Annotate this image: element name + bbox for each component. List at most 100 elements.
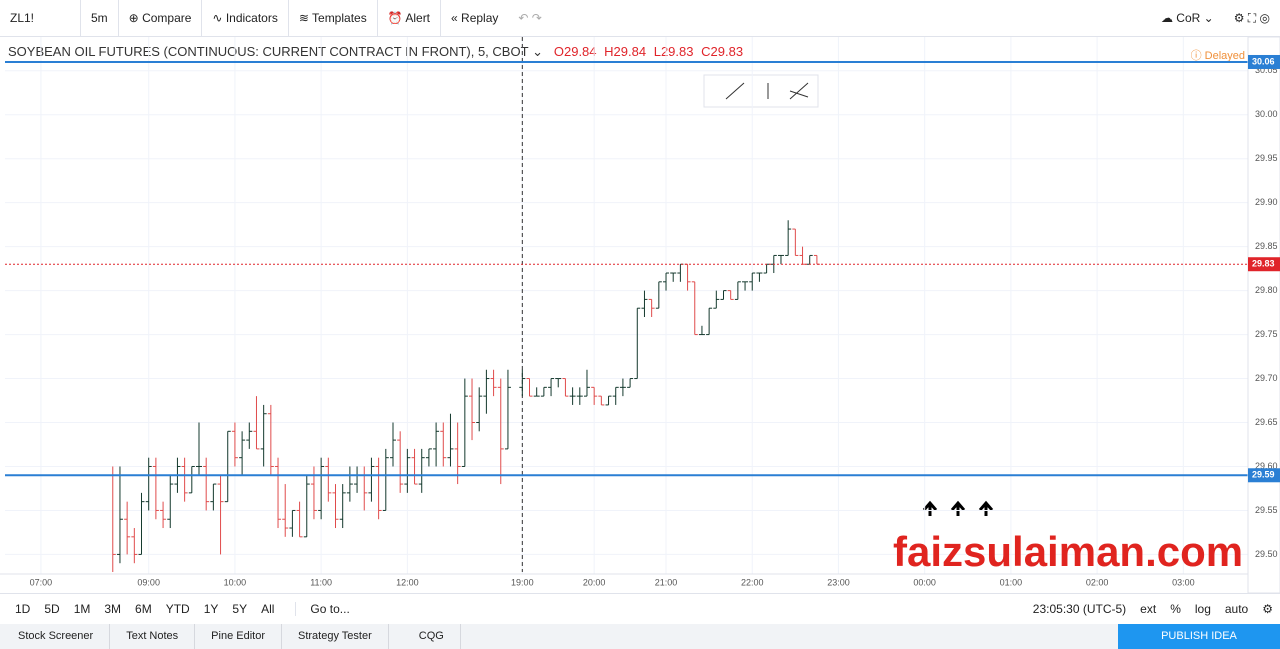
button-label: Alert [405,11,431,25]
ohlc-bar [188,465,195,494]
ohlc-bar [425,448,432,467]
range-button[interactable]: All [261,601,275,616]
ohlc-bar [296,501,303,538]
ohlc-bar [116,466,123,564]
bottom-tab[interactable]: Strategy Tester [282,624,389,649]
range-button[interactable]: 1M [73,601,91,616]
range-button[interactable]: 3M [104,601,122,616]
range-button[interactable]: 1Y [203,601,219,616]
ohlc-bar [275,457,282,529]
x-tick-label: 03:00 [1172,577,1195,587]
ohlc-bar [124,501,131,555]
y-tick-label: 29.55 [1255,505,1278,515]
ohlc-value: O29.84 [554,44,597,59]
chart-legend: SOYBEAN OIL FUTURES (CONTINUOUS: CURRENT… [8,44,744,59]
ohlc-bar [361,466,368,511]
toolbar-button[interactable]: ≋ Templates [298,11,367,25]
ohlc-bar [461,378,468,467]
range-button[interactable]: 6M [135,601,152,616]
ohlc-value: C29.83 [701,44,743,59]
ohlc-bar [627,378,634,388]
ohlc-number: 29.84 [563,44,597,59]
axis-option[interactable]: log [1194,601,1211,616]
symbol[interactable]: ZL1! [10,11,35,25]
ohlc-bar [231,422,238,467]
ohlc-bar [806,254,813,265]
y-tick-label: 29.85 [1255,241,1278,251]
ohlc-bar [598,395,605,406]
ohlc-bar [318,457,325,520]
chart-plot [0,37,1248,575]
ohlc-label: L [653,44,661,59]
settings-icon[interactable]: ⚙ [1262,601,1273,616]
top-toolbar: ZL1! 5m ⊕ Compare ∿ Indicators ≋ Templat… [0,0,1280,37]
bottom-tab[interactable]: Text Notes [110,624,196,649]
x-tick-label: 21:00 [655,577,678,587]
ohlc-bar [533,387,540,397]
ohlc-bar [469,378,476,441]
ohlc-bar [267,404,274,476]
ohlc-bar [411,448,418,485]
ohlc-bar [713,290,720,309]
ohlc-bar [404,448,411,493]
bottom-tab[interactable]: Pine Editor [195,624,282,649]
ohlc-bar [354,466,361,493]
range-button[interactable]: 5Y [232,601,248,616]
range-button[interactable]: 1D [15,601,31,616]
goto-button[interactable]: Go to... [295,601,356,616]
settings[interactable]: ⚙ ⛶ ◎ [1233,10,1270,25]
ohlc-bar [332,484,339,529]
ohlc-bar [742,281,749,291]
ohlc-bar [418,448,425,493]
ohlc-bar [799,246,806,265]
ohlc-bar [152,457,159,520]
ohlc-bar [109,466,116,572]
toolbar-button[interactable]: ⏰ Alert [387,11,431,25]
ohlc-bar [282,484,289,537]
ohlc-bar [224,430,231,503]
ohlc-bar [698,325,705,336]
price-label-bg [1248,468,1280,483]
axis-option[interactable]: % [1170,601,1181,616]
ohlc-bar [375,457,382,520]
drawing-toolbar [703,74,819,108]
axis-option[interactable]: ext [1140,601,1157,616]
bottom-tab[interactable]: CQG [389,624,461,649]
ohlc-bar [217,475,224,555]
axis-option[interactable]: auto [1224,601,1249,616]
range-button[interactable]: YTD [165,601,190,616]
ohlc-number: 29.83 [710,44,744,59]
ohlc-bar [569,387,576,405]
bottom-tab[interactable]: Stock Screener [0,624,111,649]
ohlc-number: 29.84 [613,44,647,59]
toolbar-button[interactable]: ∿ Indicators [212,11,278,25]
toolbar-button[interactable]: « Replay [451,11,499,25]
drawing-tool-icons[interactable] [725,82,809,100]
price-label: 29.83 [1252,259,1275,269]
ohlc-bar [368,457,375,502]
y-tick-label: 29.90 [1255,197,1278,207]
undo[interactable]: ↶ ↷ [518,11,542,25]
ohlc-bar [792,228,799,256]
y-tick-label: 30.05 [1255,65,1278,75]
ohlc-bar [540,386,547,397]
ohlc-bar [785,220,792,256]
y-tick-label: 29.70 [1255,373,1278,383]
range-button[interactable]: 5D [44,601,60,616]
ohlc-bar [562,378,569,397]
ohlc-bar [634,307,641,380]
interval[interactable]: 5m [91,11,108,25]
publish-button[interactable]: PUBLISH IDEA [1118,624,1280,649]
x-tick-label: 00:00 [913,577,936,587]
toolbar-button[interactable]: ⊕ Compare [128,11,192,25]
y-tick-label: 29.50 [1255,549,1278,559]
ohlc-bar [655,281,662,309]
ohlc-bar [756,272,763,282]
ohlc-bar [167,475,174,529]
layout-button[interactable]: ☁ CoR ⌄ [1160,11,1214,25]
ohlc-bar [677,263,684,282]
price-label-bg [1248,54,1280,69]
x-tick-label: 09:00 [137,577,160,587]
ohlc-bar [641,290,648,317]
